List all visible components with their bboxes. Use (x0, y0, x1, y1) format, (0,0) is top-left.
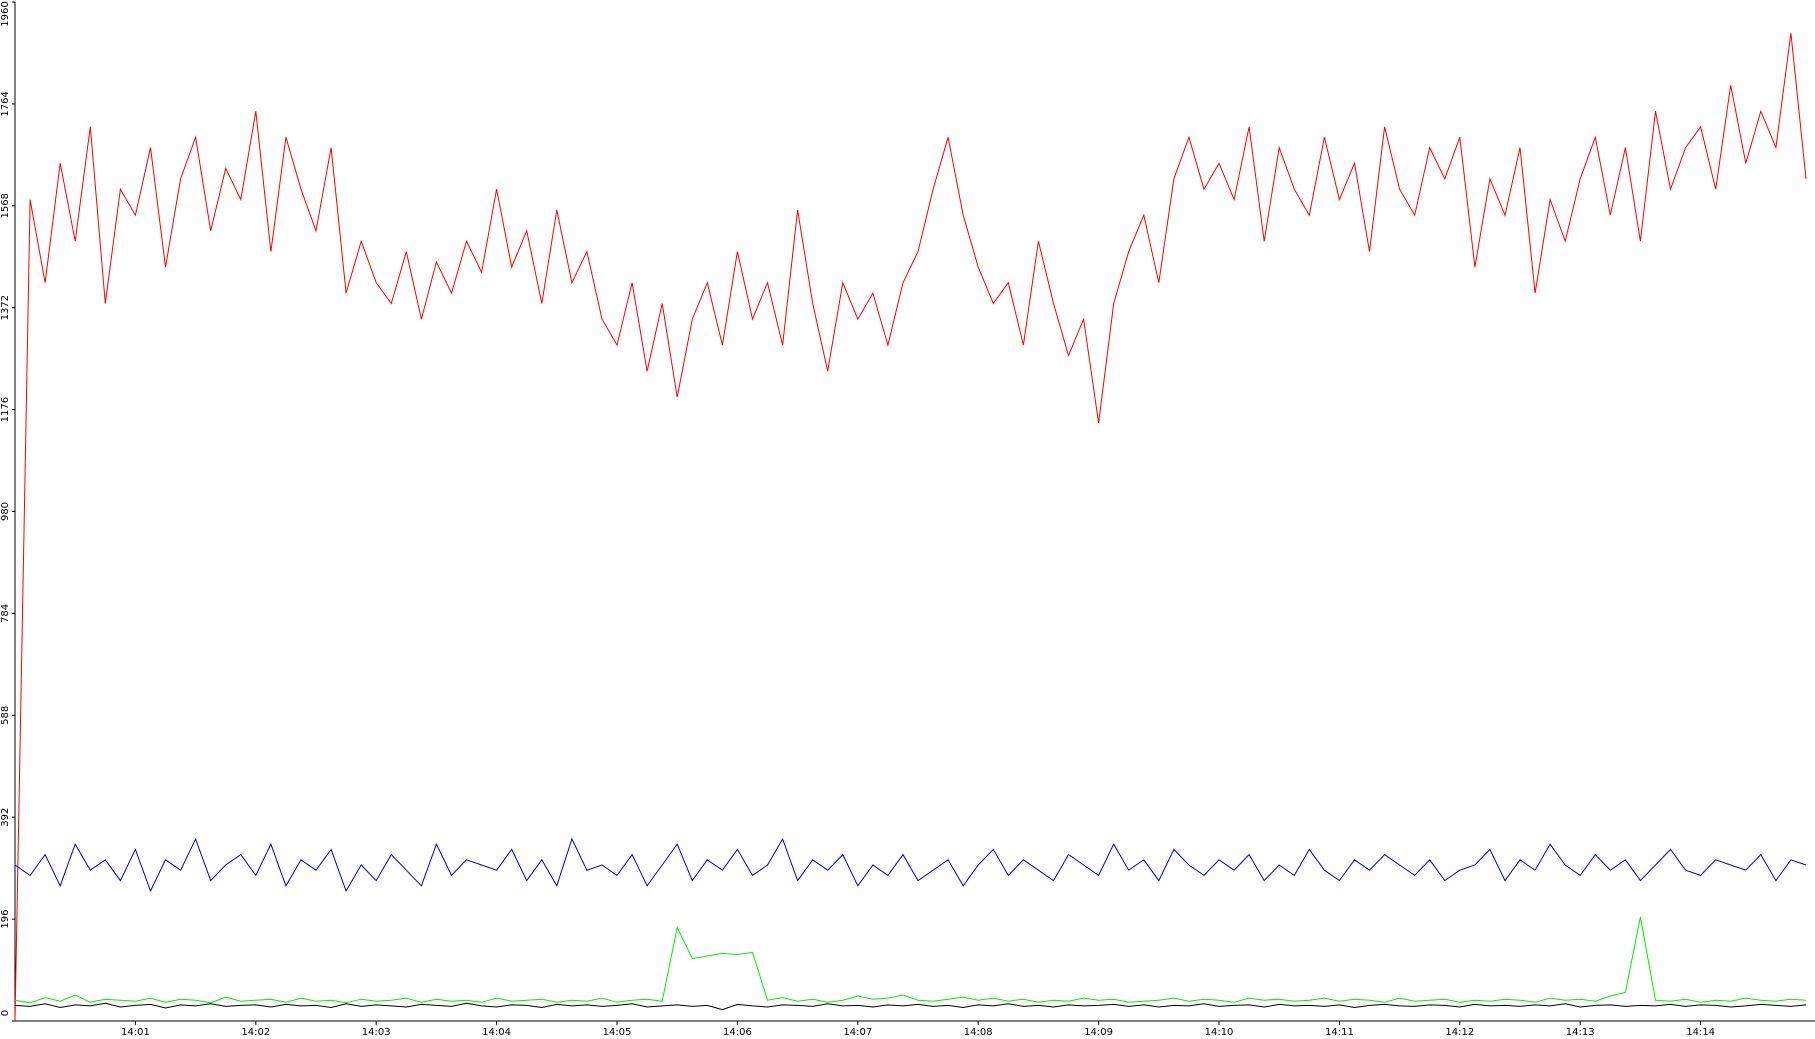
y-tick-label: 1372 (0, 295, 11, 320)
series-line (14, 916, 1807, 1004)
y-tick-label: 0 (0, 1010, 11, 1016)
x-tick-label: 14:09 (1084, 1027, 1113, 1038)
y-tick-label: 588 (0, 706, 11, 725)
y-tick-label: 1568 (0, 193, 11, 218)
x-tick-label: 14:04 (482, 1027, 511, 1038)
x-tick-label: 14:05 (603, 1027, 632, 1038)
y-tick-label: 1960 (0, 1, 11, 26)
x-tick-label: 14:06 (723, 1027, 752, 1038)
x-tick-label: 14:02 (241, 1027, 270, 1038)
y-tick-label: 980 (0, 502, 11, 521)
y-tick-label: 784 (0, 604, 11, 623)
x-tick-label: 14:14 (1686, 1027, 1715, 1038)
x-tick-label: 14:08 (964, 1027, 993, 1038)
y-tick-label: 1764 (0, 91, 11, 116)
x-tick-label: 14:03 (362, 1027, 391, 1038)
x-tick-label: 14:10 (1205, 1027, 1234, 1038)
series-line (14, 837, 1807, 893)
x-tick-label: 14:11 (1325, 1027, 1354, 1038)
y-tick-label: 1176 (0, 397, 11, 422)
x-tick-label: 14:01 (121, 1027, 150, 1038)
x-tick-label: 14:12 (1445, 1027, 1474, 1038)
series-line (14, 1002, 1807, 1011)
series-line (14, 33, 1807, 1022)
y-tick-label: 392 (0, 808, 11, 827)
x-tick-label: 14:07 (843, 1027, 872, 1038)
x-tick-label: 14:13 (1566, 1027, 1595, 1038)
y-tick-label: 196 (0, 910, 11, 929)
